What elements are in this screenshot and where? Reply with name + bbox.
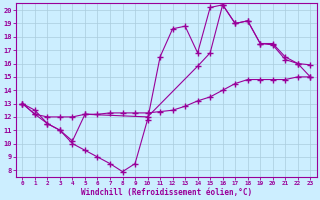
X-axis label: Windchill (Refroidissement éolien,°C): Windchill (Refroidissement éolien,°C)	[81, 188, 252, 197]
